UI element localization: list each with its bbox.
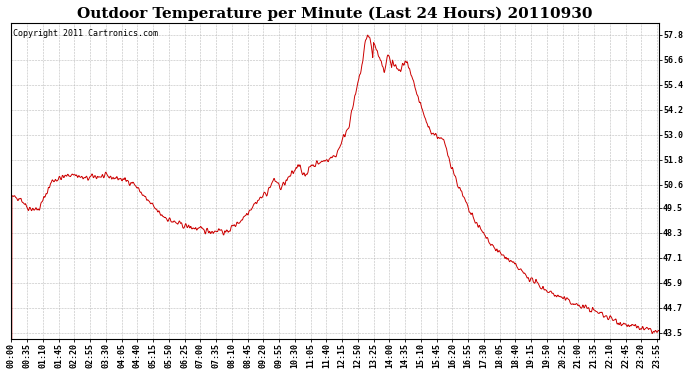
- Text: Copyright 2011 Cartronics.com: Copyright 2011 Cartronics.com: [12, 29, 158, 38]
- Title: Outdoor Temperature per Minute (Last 24 Hours) 20110930: Outdoor Temperature per Minute (Last 24 …: [77, 7, 593, 21]
